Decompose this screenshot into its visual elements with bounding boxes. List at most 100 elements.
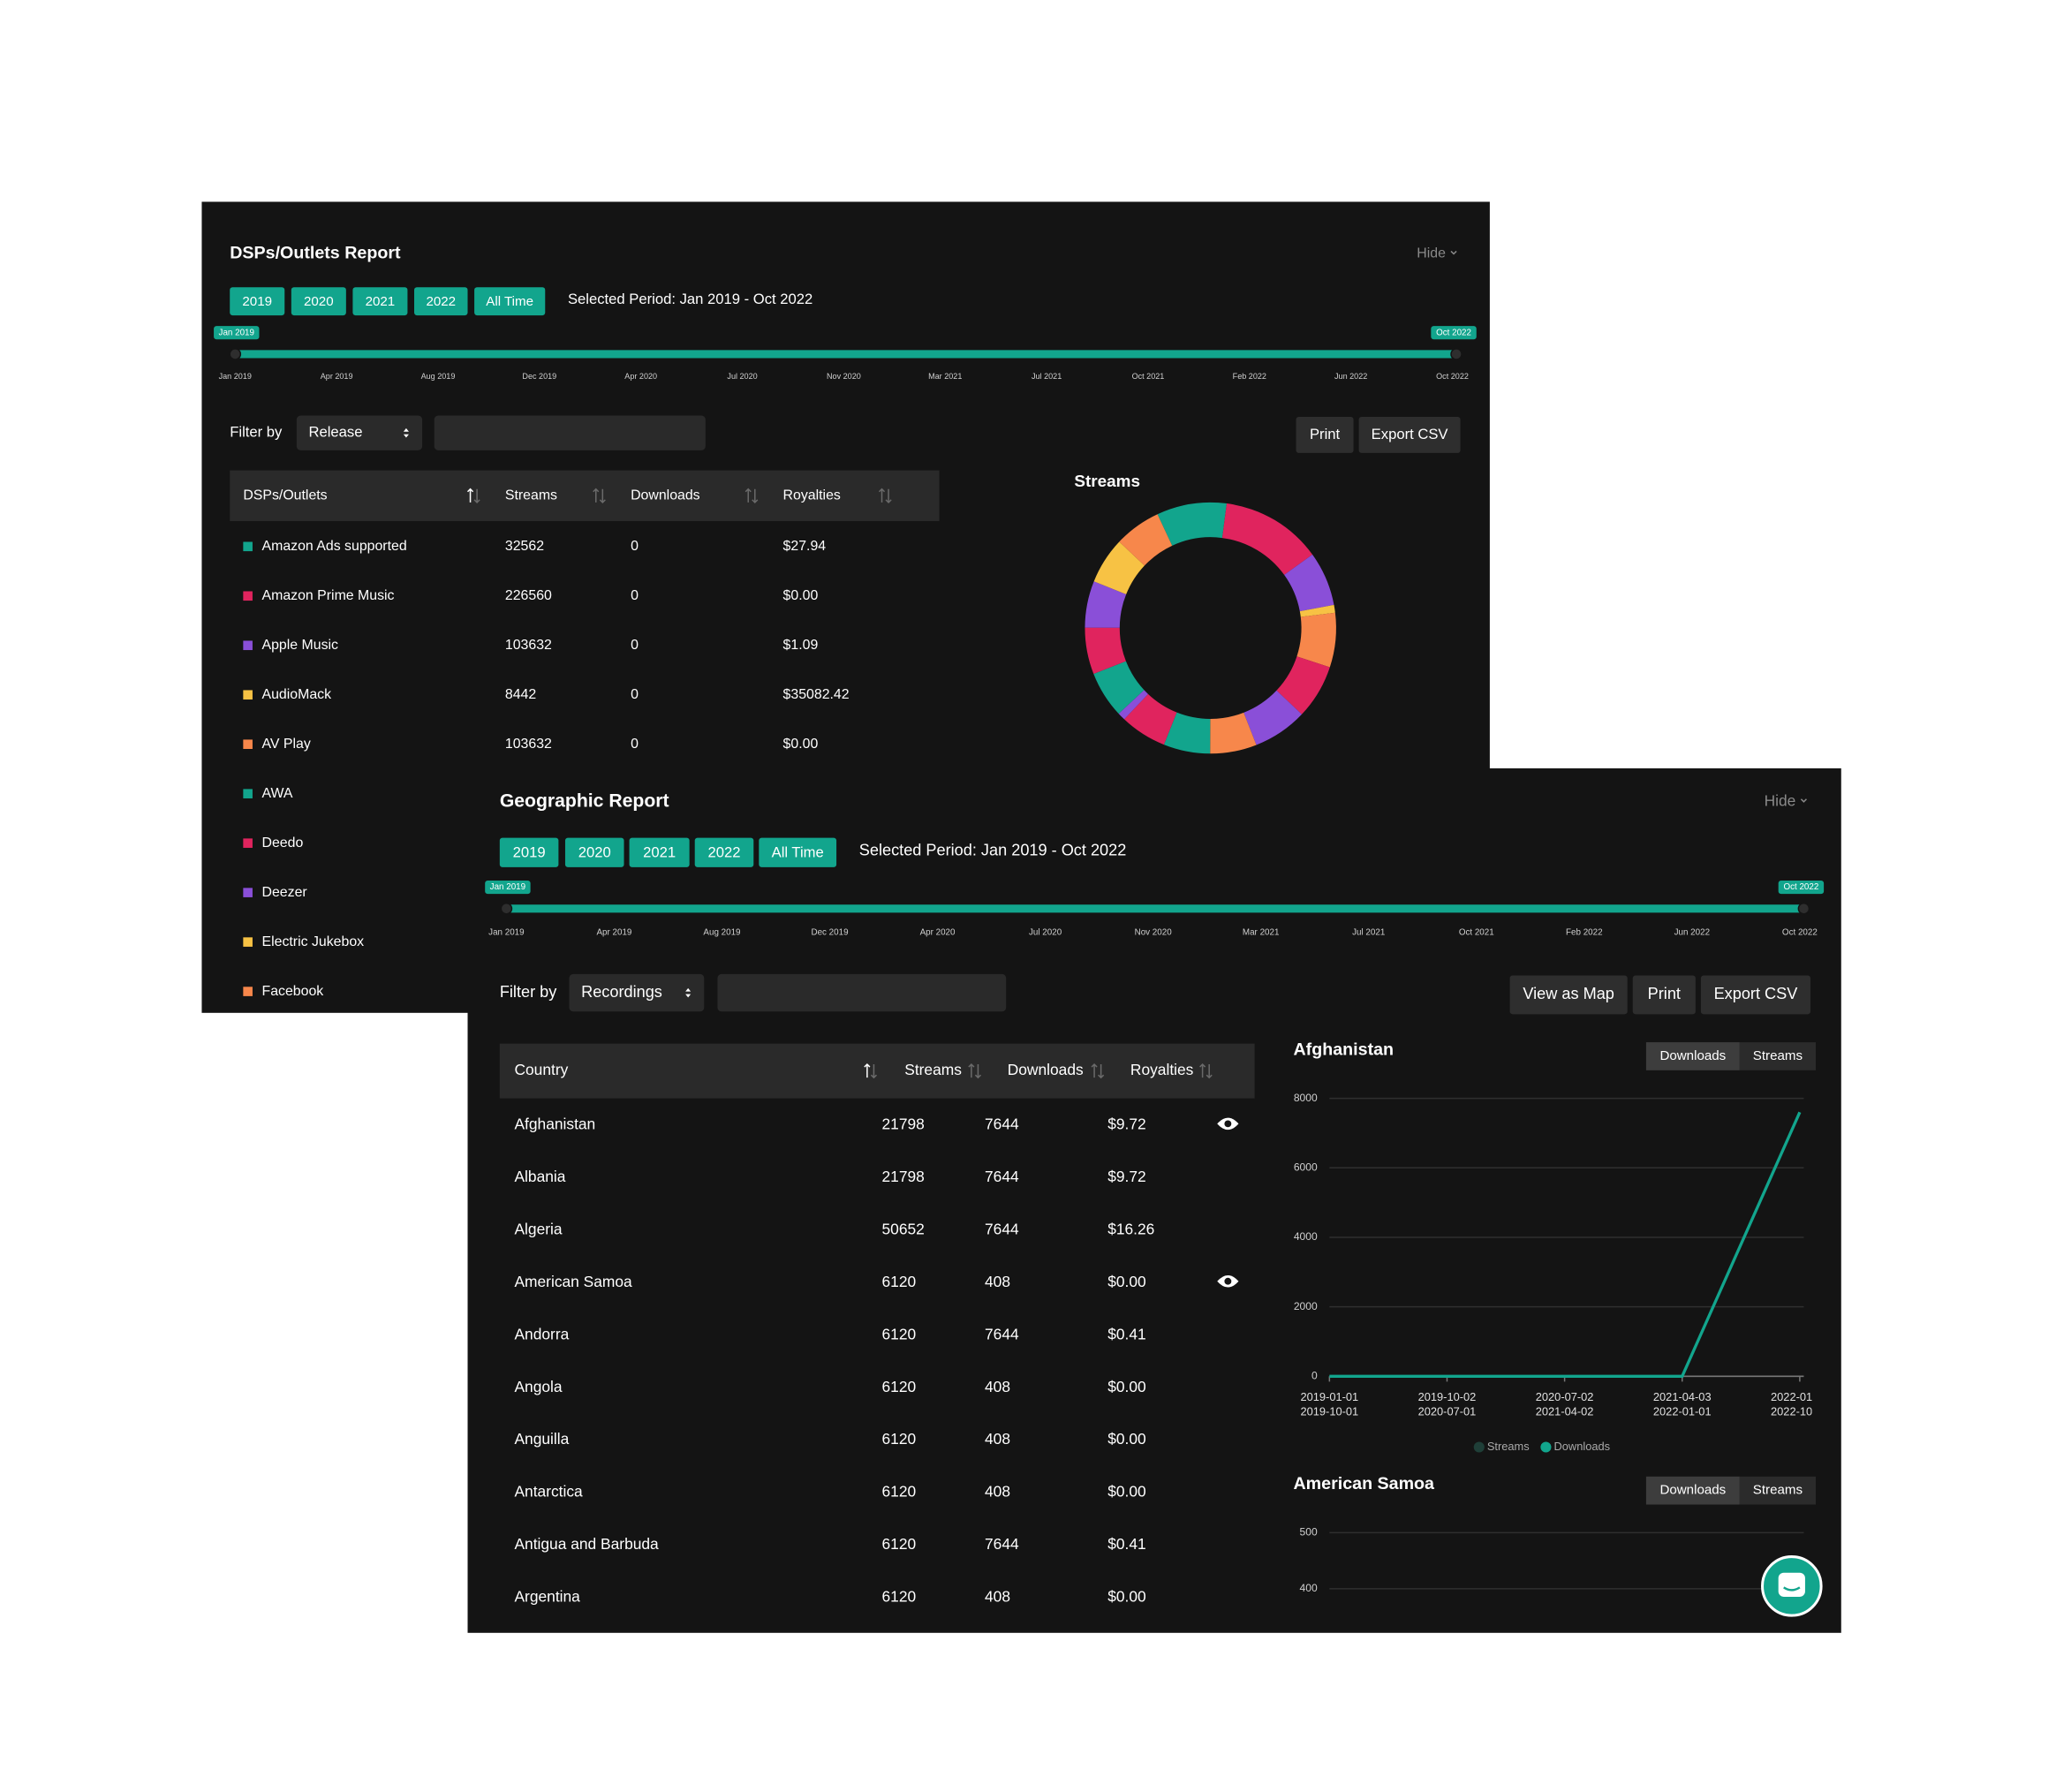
donut-segment xyxy=(1123,693,1177,745)
metric-toggle[interactable] xyxy=(1645,1042,1740,1070)
action-button[interactable] xyxy=(1632,975,1696,1015)
sort-icon[interactable] xyxy=(473,488,480,503)
action-button[interactable] xyxy=(1700,975,1810,1015)
filter-select[interactable] xyxy=(296,415,423,450)
period-button-label[interactable]: 2021 xyxy=(643,843,676,860)
period-button-label[interactable]: 2022 xyxy=(708,843,741,860)
legend-dot[interactable] xyxy=(1473,1441,1485,1453)
slider-handle[interactable] xyxy=(500,902,513,915)
sort-icon[interactable] xyxy=(968,1062,975,1078)
period-button-label[interactable]: 2020 xyxy=(578,843,611,860)
slider-axis-label: Dec 2019 xyxy=(522,372,556,381)
table-cell: 6120 xyxy=(882,1535,917,1553)
metric-toggle-label[interactable]: Streams xyxy=(1753,1483,1803,1498)
search-input[interactable] xyxy=(434,415,706,450)
legend-label[interactable]: Downloads xyxy=(1554,1440,1611,1453)
slider-axis-label: Oct 2021 xyxy=(1132,372,1165,381)
sort-icon[interactable] xyxy=(466,488,474,503)
period-button-label[interactable]: 2019 xyxy=(242,294,272,309)
column-header[interactable]: Downloads xyxy=(631,488,700,503)
period-button-label[interactable]: All Time xyxy=(486,294,533,309)
column-header[interactable]: Royalties xyxy=(1130,1061,1194,1078)
column-header[interactable]: Streams xyxy=(904,1061,962,1078)
slider-handle[interactable] xyxy=(1450,348,1463,360)
table-cell: $0.00 xyxy=(1107,1378,1145,1395)
action-button-label[interactable]: Export CSV xyxy=(1714,985,1799,1002)
sort-icon[interactable] xyxy=(599,488,606,503)
hide-toggle[interactable]: Hide xyxy=(1417,246,1446,261)
period-button-label[interactable]: All Time xyxy=(772,843,824,860)
donut-segment xyxy=(1221,503,1313,575)
filter-select-value[interactable]: Release xyxy=(308,424,362,441)
column-header[interactable]: DSPs/Outlets xyxy=(243,488,327,503)
search-input[interactable] xyxy=(717,973,1007,1012)
action-button-label[interactable]: Export CSV xyxy=(1372,426,1449,442)
period-button[interactable] xyxy=(759,837,837,867)
period-button[interactable] xyxy=(629,837,690,867)
period-button[interactable] xyxy=(499,837,559,867)
slider-track[interactable] xyxy=(506,904,1804,913)
period-button-label[interactable]: 2021 xyxy=(366,294,396,309)
legend-label[interactable]: Streams xyxy=(1487,1440,1530,1453)
period-button-label[interactable]: 2020 xyxy=(304,294,334,309)
x-tick-label: 2021-04-03 xyxy=(1653,1390,1712,1403)
sort-icon[interactable] xyxy=(1091,1062,1098,1078)
donut-segment xyxy=(1157,502,1228,546)
action-button[interactable] xyxy=(1296,417,1354,453)
slider-track[interactable] xyxy=(235,350,1457,359)
column-header[interactable]: Downloads xyxy=(1008,1061,1084,1078)
sort-icon[interactable] xyxy=(593,488,600,503)
action-button[interactable] xyxy=(1509,975,1628,1015)
metric-toggle-label[interactable]: Streams xyxy=(1753,1048,1803,1063)
slider-axis-label: Jun 2022 xyxy=(1674,928,1710,938)
period-button[interactable] xyxy=(230,287,285,316)
sort-icon[interactable] xyxy=(885,488,892,503)
action-button-label[interactable]: Print xyxy=(1310,426,1341,442)
column-header[interactable]: Country xyxy=(514,1061,568,1078)
period-button[interactable] xyxy=(291,287,346,316)
period-button[interactable] xyxy=(352,287,408,316)
metric-toggle-label[interactable]: Downloads xyxy=(1659,1048,1726,1063)
table-cell: $9.72 xyxy=(1107,1115,1145,1132)
column-header[interactable]: Royalties xyxy=(783,488,841,503)
column-header[interactable]: Streams xyxy=(505,488,557,503)
sort-icon[interactable] xyxy=(864,1062,871,1078)
view-chart-icon-pupil xyxy=(1224,1277,1232,1285)
metric-toggle[interactable] xyxy=(1739,1042,1817,1070)
period-button[interactable] xyxy=(414,287,468,316)
table-cell: 408 xyxy=(985,1430,1010,1448)
chevron-icon xyxy=(1450,250,1457,255)
chat-launcher[interactable] xyxy=(1761,1555,1823,1617)
hide-toggle[interactable]: Hide xyxy=(1765,791,1796,809)
sort-icon[interactable] xyxy=(870,1064,877,1079)
y-tick-label: 0 xyxy=(1311,1370,1318,1382)
slider-handle[interactable] xyxy=(1797,902,1810,915)
sort-icon[interactable] xyxy=(878,488,886,503)
action-button-label[interactable]: Print xyxy=(1648,985,1681,1002)
sort-icon[interactable] xyxy=(745,488,752,503)
filter-select[interactable] xyxy=(569,973,705,1012)
metric-toggle-label[interactable]: Downloads xyxy=(1659,1483,1726,1498)
period-button-label[interactable]: 2019 xyxy=(513,843,546,860)
sort-icon[interactable] xyxy=(1098,1064,1105,1079)
period-button[interactable] xyxy=(474,287,546,316)
period-button[interactable] xyxy=(564,837,624,867)
slider-axis-label: Jan 2019 xyxy=(488,928,524,938)
legend-dot[interactable] xyxy=(1540,1441,1552,1453)
table-cell: 6120 xyxy=(882,1325,917,1342)
sort-icon[interactable] xyxy=(1206,1064,1213,1079)
select-arrows xyxy=(403,427,409,438)
metric-toggle[interactable] xyxy=(1645,1476,1740,1505)
action-button[interactable] xyxy=(1358,417,1461,453)
sort-icon[interactable] xyxy=(1199,1062,1206,1078)
sort-icon[interactable] xyxy=(752,488,759,503)
filter-select-value[interactable]: Recordings xyxy=(581,983,662,1001)
slider-axis-label: Apr 2020 xyxy=(624,372,657,381)
period-button[interactable] xyxy=(694,837,754,867)
slider-handle[interactable] xyxy=(229,348,242,360)
action-button-label[interactable]: View as Map xyxy=(1523,985,1614,1002)
sort-icon[interactable] xyxy=(974,1064,982,1079)
period-button-label[interactable]: 2022 xyxy=(426,294,456,309)
metric-toggle[interactable] xyxy=(1739,1476,1817,1505)
